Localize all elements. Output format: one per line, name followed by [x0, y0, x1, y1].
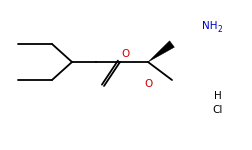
Text: Cl: Cl — [212, 105, 222, 115]
Text: O: O — [121, 49, 130, 59]
Polygon shape — [147, 41, 174, 62]
Text: H: H — [213, 91, 221, 101]
Text: 2: 2 — [217, 26, 222, 34]
Text: O: O — [144, 79, 152, 89]
Text: NH: NH — [201, 21, 217, 31]
